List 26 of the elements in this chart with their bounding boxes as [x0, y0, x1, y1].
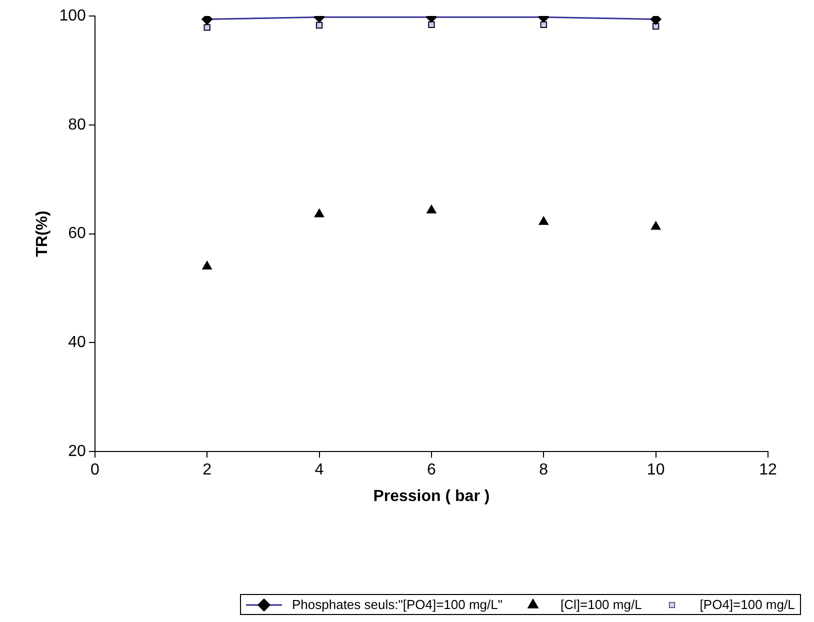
legend-label: [PO4]=100 mg/L	[700, 597, 795, 612]
legend-label: Phosphates seuls:"[PO4]=100 mg/L"	[292, 597, 502, 612]
point	[314, 208, 324, 218]
x-tick-label: 2	[202, 462, 212, 479]
point	[204, 24, 210, 31]
x-tick-label: 6	[426, 462, 436, 479]
x-tick-label: 8	[539, 462, 548, 479]
y-tick-label: 80	[68, 116, 86, 134]
y-axis-title: TR(%)	[34, 210, 52, 257]
y-tick-label: 20	[68, 443, 86, 460]
x-tick-label: 12	[759, 462, 777, 479]
point	[650, 221, 661, 230]
point	[538, 216, 548, 225]
x-tick-label: 4	[314, 462, 324, 479]
legend-label: [Cl]=100 mg/L	[560, 597, 642, 612]
y-tick-label: 100	[59, 7, 86, 24]
y-tick-label: 40	[68, 334, 86, 352]
point	[316, 22, 323, 29]
point	[428, 21, 435, 28]
point	[202, 260, 212, 270]
y-tick-label: 60	[68, 225, 86, 242]
x-tick-label: 0	[90, 462, 100, 479]
x-tick-label: 10	[646, 462, 665, 479]
point	[540, 21, 547, 28]
x-axis-title: Pression ( bar )	[373, 488, 490, 505]
point	[426, 204, 436, 214]
